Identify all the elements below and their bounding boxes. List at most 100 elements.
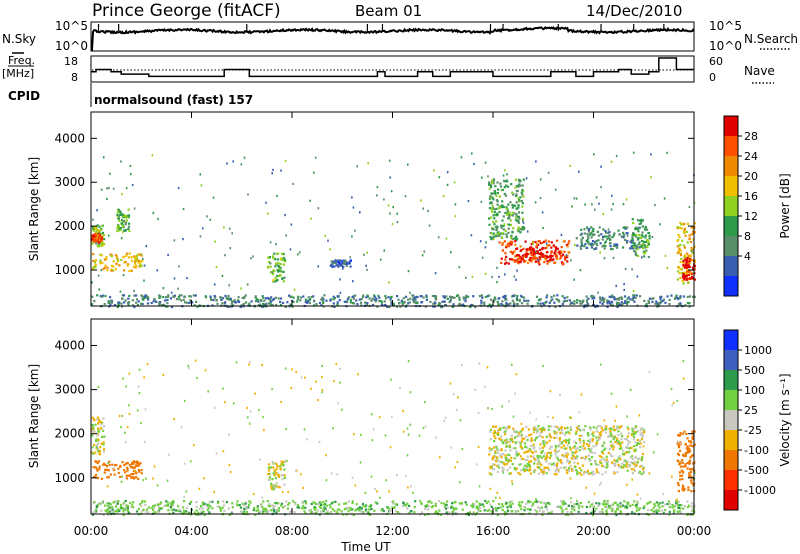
velocity-pixel [475,500,478,503]
power-pixel [399,305,402,308]
power-pixel [521,217,525,220]
velocity-pixel [101,501,104,504]
velocity-pixel [277,473,280,477]
velocity-pixel [593,492,596,495]
velocity-pixel [591,451,594,454]
velocity-pixel [452,508,456,511]
power-pixel [546,251,549,254]
velocity-pixel [609,430,612,433]
power-pixel [139,263,142,266]
power-pixel [507,231,510,234]
velocity-pixel [532,443,535,446]
velocity-pixel [528,466,531,469]
velocity-pixel [551,510,554,513]
power-pixel [340,263,343,266]
velocity-pixel [676,498,678,501]
power-pixel [462,296,465,299]
velocity-pixel [190,513,193,516]
velocity-pixel [99,427,103,430]
power-pixel [248,302,251,305]
power-pixel [668,303,671,306]
power-pixel [604,240,607,243]
velocity-pixel [346,506,349,509]
velocity-pixel [540,451,543,454]
power-pixel [631,238,634,241]
power-pixel [554,305,557,308]
velocity-pixel [156,484,159,487]
power-pixel [317,207,320,210]
power-pixel [546,259,549,263]
velocity-pixel [568,432,571,435]
velocity-pixel [458,502,461,505]
power-pixel [352,206,355,209]
velocity-pixel [648,472,651,475]
power-pixel [493,223,496,226]
velocity-pixel [616,439,619,442]
power-pixel [443,296,446,299]
power-pixel [527,252,530,255]
velocity-pixel [662,492,665,496]
velocity-pixel [228,433,230,436]
power-pixel [99,235,102,238]
power-pixel [682,264,685,267]
velocity-pixel [262,507,265,511]
velocity-pixel [296,504,300,507]
velocity-pixel [329,506,332,509]
velocity-pixel [611,510,614,513]
velocity-pixel [556,466,559,469]
velocity-pixel [494,437,497,440]
velocity-pixel [315,380,317,383]
power-pixel [550,250,554,253]
power-pixel [588,242,591,245]
power-pixel [374,300,377,303]
velocity-pixel [505,459,508,462]
velocity-pixel [115,463,118,467]
power-pixel [100,237,103,240]
velocity-pixel [616,471,619,474]
power-pixel [438,176,441,179]
velocity-pixel [564,427,567,430]
velocity-pixel [330,472,333,475]
velocity-pixel [107,513,110,516]
power-pixel [589,244,593,247]
power-pixel [331,265,334,268]
velocity-pixel [682,360,685,363]
velocity-pixel [460,502,463,505]
velocity-pixel [573,445,576,448]
velocity-pixel [505,463,508,466]
velocity-pixel [272,472,275,475]
velocity-pixel [272,508,275,511]
velocity-pixel [122,510,125,513]
power-pixel [496,181,499,184]
velocity-pixel [533,431,535,434]
power-pixel [523,253,526,256]
velocity-pixel [281,490,284,494]
power-pixel [500,303,503,306]
power-pixel [112,269,115,272]
velocity-pixel [679,462,682,465]
power-pixel [403,301,406,304]
velocity-pixel [559,466,562,469]
power-pixel [128,229,131,233]
velocity-pixel [91,428,94,431]
power-pixel [269,303,272,306]
power-pixel [388,305,391,309]
power-pixel [659,223,661,226]
power-pixel [266,296,269,300]
velocity-pixel [105,465,108,468]
power-pixel [133,207,136,210]
power-pixel [155,300,158,303]
velocity-pixel [578,449,581,452]
velocity-pixel [584,447,587,450]
power-pixel [137,300,140,303]
power-pixel [162,287,165,290]
power-pixel [454,215,457,218]
power-pixel [153,297,156,300]
velocity-pixel [113,473,116,476]
velocity-pixel [578,439,581,442]
velocity-pixel [118,414,121,418]
power-pixel [101,225,104,228]
velocity-pixel [339,367,341,370]
